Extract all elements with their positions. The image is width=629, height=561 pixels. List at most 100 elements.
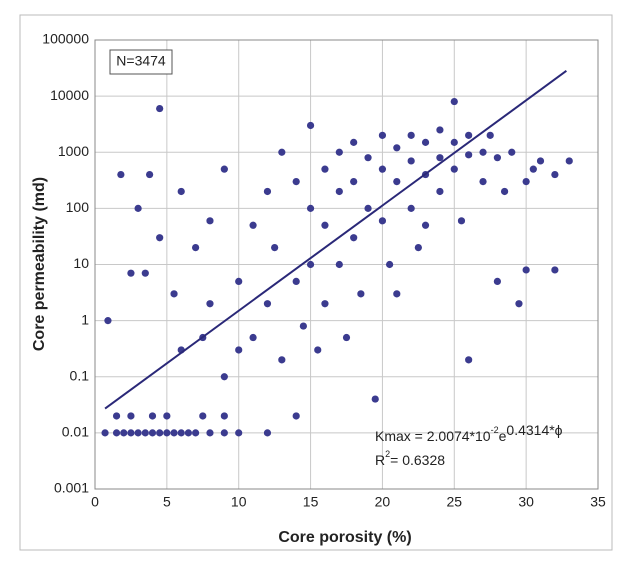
text-part: e [499, 428, 507, 444]
data-point [134, 204, 142, 212]
data-point [220, 165, 228, 173]
x-tick-label: 30 [518, 494, 534, 510]
annotation-box [109, 49, 173, 75]
data-point [378, 165, 387, 173]
y-tick-label: 0.1 [70, 367, 90, 383]
data-point [551, 266, 559, 274]
data-point [112, 412, 121, 420]
data-point [206, 217, 214, 225]
data-point [306, 121, 315, 130]
data-point [235, 277, 243, 285]
text-part: -2 [491, 425, 499, 435]
plot-border [94, 39, 599, 490]
data-point [104, 317, 112, 325]
data-point [101, 429, 109, 437]
data-point [263, 187, 272, 196]
data-point [177, 187, 185, 196]
data-point [170, 290, 178, 298]
data-point [146, 170, 154, 179]
data-point [350, 138, 358, 146]
data-point [479, 148, 487, 156]
data-point [314, 346, 322, 354]
data-point [522, 177, 530, 186]
data-point [357, 290, 365, 298]
data-point [117, 170, 125, 179]
data-point [192, 244, 200, 252]
data-point [321, 300, 329, 308]
data-point [393, 144, 401, 152]
data-point [127, 429, 135, 437]
x-tick-label: 5 [163, 494, 171, 510]
data-point [321, 165, 329, 173]
data-point [306, 260, 315, 269]
data-point [278, 356, 286, 364]
data-point [335, 187, 343, 196]
data-point [378, 131, 387, 139]
text-part: 2 [385, 449, 390, 459]
y-tick-label: 1 [81, 311, 89, 327]
data-point [263, 429, 272, 437]
data-point [299, 322, 307, 330]
data-point [371, 395, 379, 403]
data-point [457, 217, 466, 225]
data-point [170, 429, 178, 437]
text-part: R [375, 452, 385, 468]
data-point [220, 412, 228, 420]
data-point [148, 412, 157, 420]
data-point [378, 217, 387, 225]
fit-line [104, 70, 567, 410]
data-point [335, 148, 343, 156]
data-point [515, 300, 523, 308]
data-point [156, 104, 164, 113]
data-point [292, 177, 300, 186]
data-point [414, 244, 422, 252]
text-part: 0.4314*ϕ [506, 422, 562, 438]
data-point [436, 187, 444, 196]
data-point [450, 138, 458, 146]
data-point [450, 97, 458, 106]
data-point [522, 266, 530, 274]
data-point [386, 260, 394, 269]
y-tick-label: 10 [73, 255, 89, 271]
data-point [148, 429, 157, 437]
data-point [421, 138, 430, 146]
data-point [263, 300, 272, 308]
x-tick-label: 0 [91, 494, 99, 510]
data-point [220, 429, 228, 437]
data-point [500, 187, 509, 196]
data-point [163, 412, 171, 420]
data-point [493, 154, 501, 162]
data-point [156, 234, 164, 242]
data-point [493, 277, 501, 285]
r-squared: R2= 0.6328 [375, 449, 445, 467]
data-point [407, 204, 415, 212]
data-point [479, 177, 487, 186]
data-point [393, 177, 401, 186]
data-point [407, 131, 415, 139]
data-point [436, 154, 444, 162]
data-point [565, 157, 573, 165]
data-point [536, 157, 545, 165]
data-point [235, 346, 243, 354]
data-point [292, 412, 300, 420]
data-point [249, 221, 257, 229]
y-tick-label: 100000 [42, 31, 89, 47]
x-tick-label: 10 [231, 494, 247, 510]
y-tick-label: 0.001 [54, 480, 89, 496]
x-tick-label: 15 [303, 494, 319, 510]
data-point [350, 234, 358, 242]
data-point [450, 165, 458, 173]
data-point [436, 126, 444, 134]
x-tick-label: 25 [446, 494, 462, 510]
data-point [393, 290, 401, 298]
data-point [529, 165, 537, 173]
data-point [134, 429, 142, 437]
data-point [278, 148, 286, 156]
data-point [407, 157, 415, 165]
x-tick-label: 35 [590, 494, 606, 510]
data-point [335, 260, 343, 269]
y-tick-label: 10000 [50, 87, 89, 103]
data-point [163, 429, 171, 437]
